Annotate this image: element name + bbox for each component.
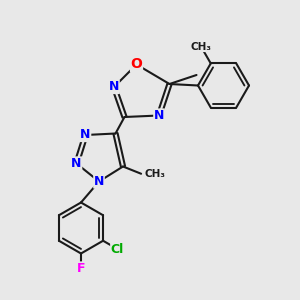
Text: Cl: Cl: [111, 242, 124, 256]
Text: N: N: [109, 80, 119, 94]
Text: F: F: [77, 262, 85, 275]
Text: N: N: [71, 157, 82, 170]
Text: CH₃: CH₃: [144, 169, 165, 179]
Text: O: O: [130, 58, 142, 71]
Text: N: N: [94, 175, 104, 188]
Text: CH₃: CH₃: [190, 41, 212, 52]
Text: N: N: [154, 109, 164, 122]
Text: N: N: [80, 128, 91, 142]
